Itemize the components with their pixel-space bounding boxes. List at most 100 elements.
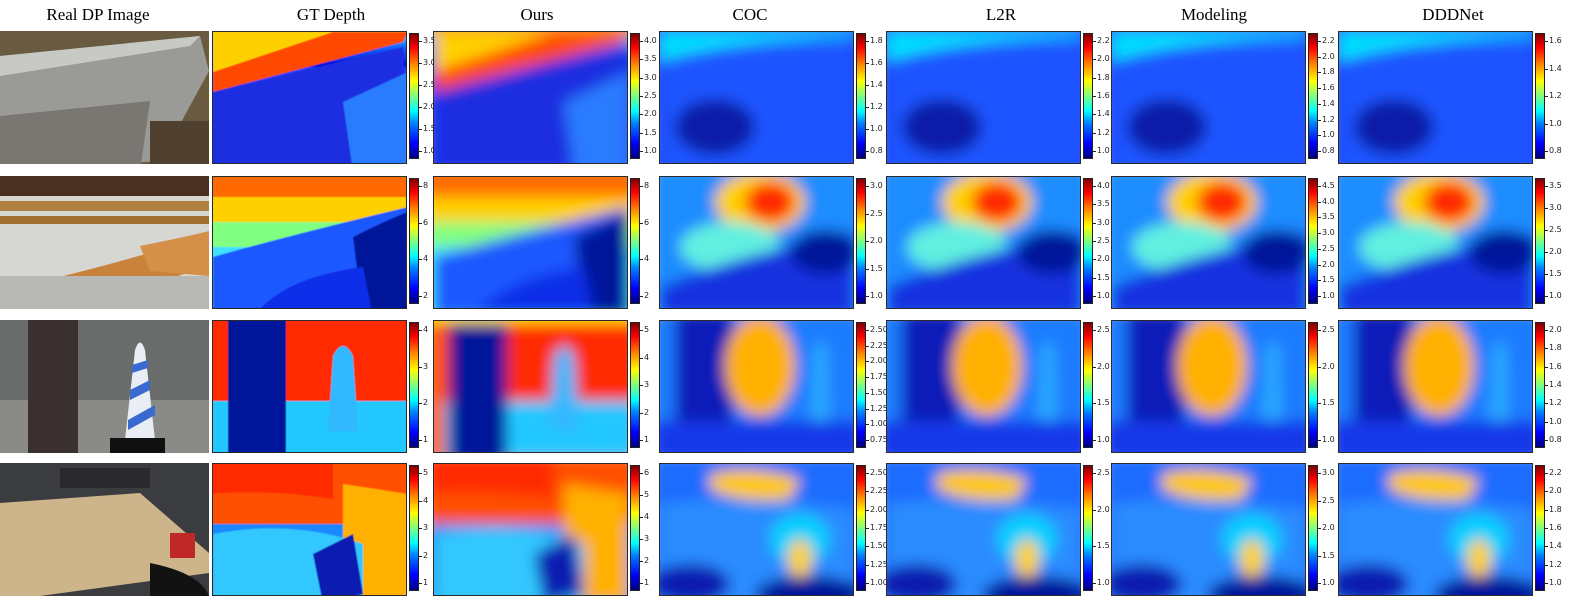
colorbar-tick-label: 1.6 [1549, 523, 1562, 532]
colorbar-tick [1317, 233, 1321, 235]
colorbar-tick [639, 495, 643, 496]
colorbar-tick [1317, 440, 1321, 441]
colorbar-tick-label: 3.5 [1322, 212, 1335, 222]
colorbar-tick [1317, 403, 1321, 405]
colorbar-tick-label: 5 [644, 490, 650, 499]
column-title-ours: Ours [520, 5, 554, 24]
colorbar-tick [1317, 555, 1321, 557]
depth-cell-coc-wooden-bench: 1.0 1.5 2.0 2.5 3.0 [659, 176, 885, 309]
colorbar-tick [639, 561, 643, 562]
colorbar-tick-label: 1.8 [1322, 67, 1335, 77]
colorbar-tick [418, 473, 422, 474]
depth-cell-l2r-pillar-cone: 1.0 1.5 2.0 2.5 [886, 320, 1112, 453]
colorbar-tick-label: 5 [423, 468, 429, 477]
colorbar-tick [865, 107, 869, 108]
colorbar-tick-label: 1.75 [870, 372, 888, 382]
colorbar-tick-label: 4.0 [1097, 181, 1110, 190]
colorbar-tick-label: 1.00 [870, 578, 888, 587]
colorbar-tick-label: 2 [423, 291, 429, 300]
depth-map [433, 463, 628, 596]
real-dp-image-pillar-cone [0, 320, 209, 453]
colorbar-tick [639, 151, 643, 152]
depth-cell-dddnet-office-table: 1.0 1.2 1.4 1.6 1.8 2.0 2.2 [1338, 463, 1564, 596]
colorbar-tick [1317, 88, 1321, 90]
depth-cell-ours-pillar-cone: 1 2 3 4 5 [433, 320, 659, 453]
colorbar-tick [865, 546, 869, 548]
colorbar-tick-label: 5 [644, 325, 650, 334]
colorbar-tick-label: 1.5 [1097, 398, 1110, 408]
colorbar-tick [418, 41, 422, 42]
colorbar-tick [1317, 473, 1321, 474]
colorbar-tick [865, 408, 869, 410]
colorbar-tick [418, 107, 422, 108]
colorbar-tick [418, 151, 422, 152]
colorbar-tick [865, 129, 869, 130]
colorbar-tick-label: 4 [644, 512, 650, 521]
colorbar [409, 322, 419, 448]
colorbar-tick-label: 3 [644, 380, 650, 389]
colorbar-tick [865, 151, 869, 152]
depth-cell-ours-stone-bench: 1.0 1.5 2.0 2.5 3.0 3.5 4.0 [433, 31, 659, 164]
colorbar-tick [865, 63, 869, 64]
colorbar-tick-label: 4 [423, 254, 429, 264]
colorbar-tick [1544, 252, 1548, 253]
colorbar-tick-label: 1.5 [1097, 272, 1110, 282]
colorbar-tick [1092, 440, 1096, 441]
depth-cell-modeling-wooden-bench: 1.0 1.5 2.0 2.5 3.0 3.5 4.0 4.5 [1111, 176, 1337, 309]
colorbar-tick [639, 59, 643, 61]
colorbar [1083, 465, 1093, 591]
colorbar [409, 33, 419, 159]
colorbar-tick [1317, 500, 1321, 502]
colorbar-tick [865, 85, 869, 86]
colorbar-tick [418, 528, 422, 529]
colorbar-tick-label: 2 [644, 407, 650, 417]
colorbar-tick-label: 3.0 [1322, 228, 1335, 238]
colorbar-tick [639, 259, 643, 261]
colorbar-tick [1092, 186, 1096, 187]
colorbar-tick-label: 2 [423, 398, 429, 408]
colorbar-tick-label: 1.0 [1322, 435, 1335, 444]
colorbar-tick-label: 2.5 [1097, 236, 1110, 245]
colorbar [1083, 322, 1093, 448]
depth-cell-dddnet-pillar-cone: 0.8 1.0 1.2 1.4 1.6 1.8 2.0 [1338, 320, 1564, 453]
colorbar-tick-label: 1.0 [1322, 291, 1335, 300]
colorbar-tick [639, 186, 643, 187]
colorbar-tick [1092, 509, 1096, 511]
colorbar-tick [1317, 56, 1321, 58]
colorbar-tick-label: 1.0 [870, 124, 883, 133]
colorbar-tick [1317, 119, 1321, 121]
colorbar-tick-label: 3.0 [870, 181, 883, 190]
depth-map [886, 320, 1081, 453]
colorbar-tick [1092, 41, 1096, 42]
colorbar-tick [1092, 366, 1096, 368]
colorbar [856, 33, 866, 159]
colorbar-tick-label: 6 [423, 217, 429, 227]
colorbar-tick [639, 385, 643, 386]
colorbar-tick-label: 2.5 [1322, 325, 1335, 334]
colorbar-tick [1544, 583, 1548, 584]
column-title-dddnet: DDDNet [1422, 5, 1484, 24]
colorbar-tick [639, 132, 643, 134]
colorbar-tick-label: 6 [644, 468, 650, 477]
depth-map [212, 463, 407, 596]
column-title-l2r: L2R [985, 5, 1017, 24]
depth-cell-modeling-stone-bench: 0.8 1.0 1.2 1.4 1.6 1.8 2.0 2.2 [1111, 31, 1337, 164]
colorbar-tick [1544, 123, 1548, 125]
depth-cell-ours-office-table: 1 2 3 4 5 6 [433, 463, 659, 596]
depth-cell-gt-depth-stone-bench: 1.0 1.5 2.0 2.5 3.0 3.5 [212, 31, 438, 164]
colorbar-tick [418, 555, 422, 557]
colorbar-tick-label: 1.0 [1549, 291, 1562, 300]
colorbar-tick [1317, 366, 1321, 368]
depth-map [1111, 176, 1306, 309]
colorbar-tick-label: 3.5 [644, 54, 657, 64]
colorbar-tick [1092, 241, 1096, 242]
colorbar-tick-label: 1 [644, 578, 650, 587]
colorbar-tick [418, 63, 422, 64]
colorbar-tick-label: 2.50 [870, 325, 888, 334]
colorbar-tick [639, 41, 643, 42]
colorbar-tick-label: 1.00 [870, 419, 888, 429]
colorbar-tick-label: 1.8 [870, 36, 883, 45]
colorbar-tick-label: 2.0 [1549, 486, 1562, 496]
colorbar-tick-label: 1.5 [1097, 541, 1110, 551]
colorbar-tick-label: 3.5 [1549, 181, 1562, 190]
